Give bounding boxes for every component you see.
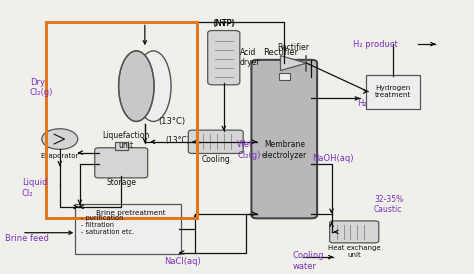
Text: Brine feed: Brine feed (5, 234, 49, 242)
Text: NaCl(aq): NaCl(aq) (164, 257, 201, 266)
Text: 32-35%
Caustic: 32-35% Caustic (374, 195, 403, 214)
Text: Liquid
Cl₂: Liquid Cl₂ (22, 178, 47, 198)
Ellipse shape (118, 51, 154, 121)
Text: NaOH(aq): NaOH(aq) (312, 154, 353, 162)
Text: Hydrogen
treatment: Hydrogen treatment (375, 85, 411, 98)
Text: H₂ product: H₂ product (353, 40, 398, 48)
Text: (NTP): (NTP) (213, 19, 234, 28)
FancyBboxPatch shape (329, 221, 379, 243)
Text: Wet
Cl₂(g): Wet Cl₂(g) (237, 140, 260, 160)
Text: Cooling: Cooling (201, 155, 230, 164)
FancyBboxPatch shape (366, 75, 420, 109)
Text: Membrane
electrolyzer: Membrane electrolyzer (262, 140, 307, 160)
Text: Rectifier: Rectifier (277, 42, 310, 52)
FancyBboxPatch shape (115, 142, 128, 150)
Text: H₂: H₂ (357, 99, 367, 108)
Text: Cooling
water: Cooling water (293, 252, 324, 271)
Text: Rectifier: Rectifier (263, 48, 298, 57)
FancyBboxPatch shape (95, 148, 148, 178)
FancyBboxPatch shape (75, 204, 182, 254)
Text: (13°C): (13°C) (165, 136, 190, 145)
FancyBboxPatch shape (188, 130, 243, 153)
Text: Brine pretreatment: Brine pretreatment (96, 210, 165, 216)
Text: Storage: Storage (106, 178, 136, 187)
Text: Acid
dryer: Acid dryer (240, 48, 260, 67)
Text: Liquefaction
unit: Liquefaction unit (102, 131, 150, 150)
FancyBboxPatch shape (208, 30, 240, 85)
Text: - purification
- filtration
- saturation etc.: - purification - filtration - saturation… (81, 215, 135, 235)
Text: (NTP): (NTP) (212, 19, 235, 28)
Text: (13°C): (13°C) (158, 117, 185, 126)
Ellipse shape (136, 51, 171, 121)
Text: Heat exchange
unit: Heat exchange unit (328, 245, 381, 258)
Text: Evaporator: Evaporator (41, 153, 79, 159)
Bar (279, 73, 290, 80)
Circle shape (42, 129, 78, 149)
Polygon shape (281, 56, 307, 71)
Text: Dry
Cl₂(g): Dry Cl₂(g) (30, 78, 54, 97)
FancyBboxPatch shape (251, 60, 317, 218)
